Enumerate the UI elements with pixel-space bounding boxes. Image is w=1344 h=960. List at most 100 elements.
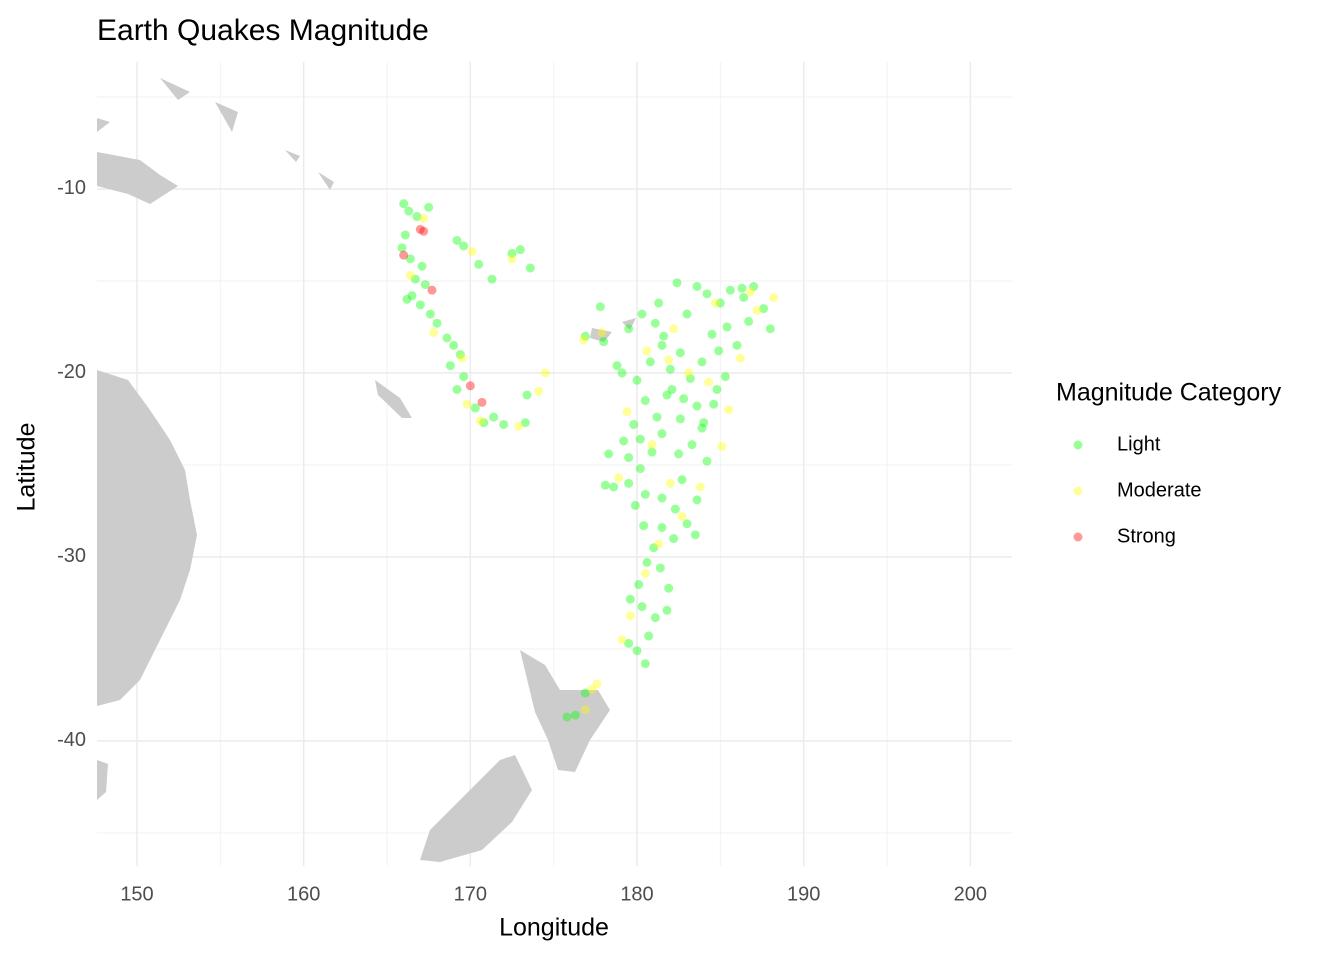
point	[432, 318, 442, 328]
point	[459, 241, 469, 251]
point	[735, 353, 745, 363]
point	[634, 580, 644, 590]
land-new-guinea	[97, 78, 238, 204]
point	[655, 563, 665, 573]
point	[427, 285, 437, 295]
legend-swatch	[1073, 532, 1083, 542]
point	[654, 539, 664, 549]
point	[619, 436, 629, 446]
point	[657, 493, 667, 503]
point	[417, 261, 427, 271]
point	[675, 348, 685, 358]
point	[599, 337, 609, 347]
point	[737, 283, 747, 293]
point	[525, 263, 535, 273]
point	[657, 429, 667, 439]
point	[449, 340, 459, 350]
point	[534, 386, 544, 396]
point	[405, 254, 415, 264]
point	[399, 199, 409, 209]
point	[759, 304, 769, 314]
point	[562, 712, 572, 722]
x-tick-label: 190	[787, 883, 820, 905]
points	[397, 199, 779, 722]
point	[659, 331, 669, 341]
point	[617, 368, 627, 378]
point	[709, 399, 719, 409]
point	[467, 247, 477, 257]
point	[640, 396, 650, 406]
point	[637, 602, 647, 612]
y-axis-label: Latitude	[13, 423, 41, 512]
point	[630, 500, 640, 510]
point	[419, 226, 429, 236]
point	[465, 381, 475, 391]
point	[625, 611, 635, 621]
point	[415, 300, 425, 310]
point	[457, 353, 467, 363]
point	[697, 357, 707, 367]
point	[399, 250, 409, 260]
point	[749, 281, 759, 291]
point	[650, 613, 660, 623]
point	[654, 298, 664, 308]
point	[452, 384, 462, 394]
legend-title: Magnitude Category	[1056, 379, 1282, 407]
point	[445, 361, 455, 371]
point	[604, 449, 614, 459]
point	[425, 309, 435, 319]
point	[412, 212, 422, 222]
point	[652, 412, 662, 422]
y-tick-label: -10	[57, 177, 86, 199]
x-tick-label: 160	[287, 883, 320, 905]
point	[624, 324, 634, 334]
point	[707, 329, 717, 339]
point	[617, 635, 627, 645]
point	[400, 230, 410, 240]
point	[397, 243, 407, 253]
point	[487, 274, 497, 284]
point	[612, 361, 622, 371]
point	[662, 390, 672, 400]
point	[720, 372, 730, 382]
point	[514, 421, 524, 431]
point	[744, 316, 754, 326]
point	[579, 335, 589, 345]
point	[595, 302, 605, 312]
point	[674, 449, 684, 459]
point	[697, 423, 707, 433]
land	[97, 78, 636, 862]
point	[669, 324, 679, 334]
chart-title: Earth Quakes Magnitude	[97, 14, 429, 47]
point	[670, 504, 680, 514]
point	[474, 259, 484, 269]
point	[475, 416, 485, 426]
point	[597, 327, 607, 337]
point	[677, 511, 687, 521]
point	[632, 646, 642, 656]
y-tick-label: -20	[57, 361, 86, 383]
point	[587, 684, 597, 694]
point	[690, 530, 700, 540]
point	[724, 405, 734, 415]
point	[580, 705, 590, 715]
point	[640, 568, 650, 578]
point	[407, 291, 417, 301]
point	[624, 638, 634, 648]
point	[650, 318, 660, 328]
point	[667, 384, 677, 394]
point	[632, 375, 642, 385]
legend-label: Strong	[1117, 525, 1176, 547]
legend-swatch	[1073, 440, 1083, 450]
x-tick-label: 180	[620, 883, 653, 905]
point	[600, 480, 610, 490]
point	[679, 394, 689, 404]
point	[479, 418, 489, 428]
land-fiji	[590, 318, 636, 342]
point	[404, 206, 414, 216]
point	[662, 605, 672, 615]
x-tick-label: 170	[454, 883, 487, 905]
point	[710, 298, 720, 308]
point	[692, 495, 702, 505]
